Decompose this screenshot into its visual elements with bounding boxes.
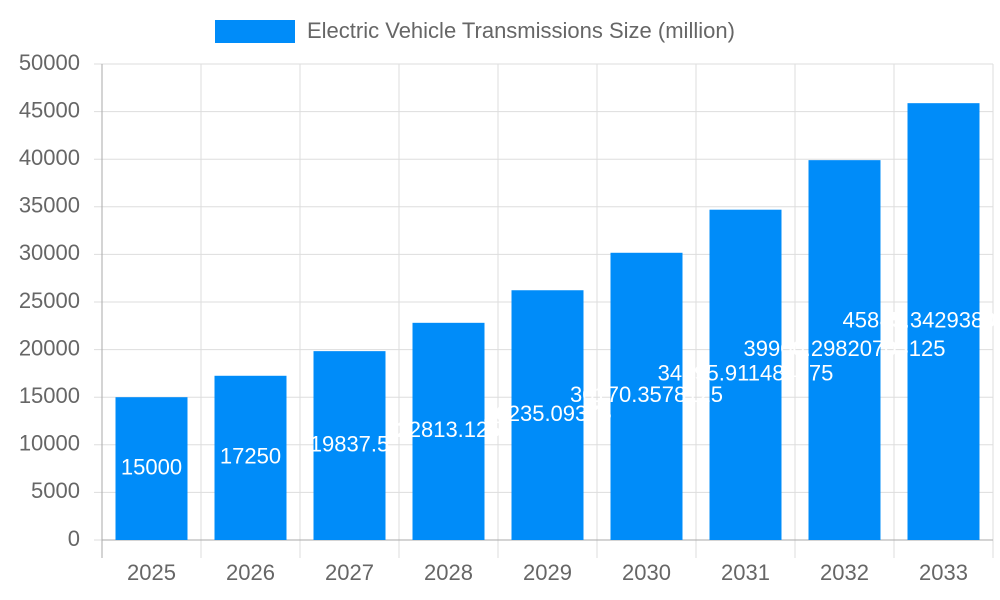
data-label: 45885.34293808594	[843, 307, 1000, 332]
y-tick-label: 0	[68, 526, 80, 551]
data-label: 39900.29820703125	[744, 336, 946, 361]
y-tick-label: 5000	[31, 478, 80, 503]
y-tick-label: 30000	[19, 240, 80, 265]
y-tick-label: 35000	[19, 193, 80, 218]
legend-swatch[interactable]	[215, 20, 295, 43]
bar	[115, 397, 188, 540]
data-label: 17250	[220, 444, 281, 469]
y-tick-label: 15000	[19, 383, 80, 408]
x-tick-label: 2025	[127, 560, 176, 585]
bar	[610, 252, 683, 540]
x-tick-label: 2026	[226, 560, 275, 585]
legend-label[interactable]: Electric Vehicle Transmissions Size (mil…	[307, 18, 735, 43]
bar	[907, 103, 980, 540]
x-tick-label: 2027	[325, 560, 374, 585]
y-tick-label: 10000	[19, 431, 80, 456]
x-tick-label: 2030	[622, 560, 671, 585]
bar	[214, 375, 287, 540]
x-tick-label: 2031	[721, 560, 770, 585]
y-tick-label: 45000	[19, 97, 80, 122]
data-label: 19837.5	[310, 431, 390, 456]
bar	[808, 160, 881, 540]
y-tick-label: 50000	[19, 50, 80, 75]
data-label: 34695.911484375	[658, 361, 834, 386]
y-tick-label: 40000	[19, 145, 80, 170]
data-label: 22813.125	[397, 417, 501, 442]
data-label: 30170.3578125	[570, 382, 723, 407]
x-tick-label: 2029	[523, 560, 572, 585]
x-tick-label: 2028	[424, 560, 473, 585]
bar	[709, 209, 782, 540]
bar	[412, 322, 485, 540]
y-tick-label: 25000	[19, 288, 80, 313]
y-tick-label: 20000	[19, 335, 80, 360]
x-tick-label: 2032	[820, 560, 869, 585]
bar	[511, 290, 584, 540]
x-tick-label: 2033	[919, 560, 968, 585]
data-label: 26235.09375	[483, 401, 611, 426]
data-label: 15000	[121, 454, 182, 479]
bar	[313, 351, 386, 540]
